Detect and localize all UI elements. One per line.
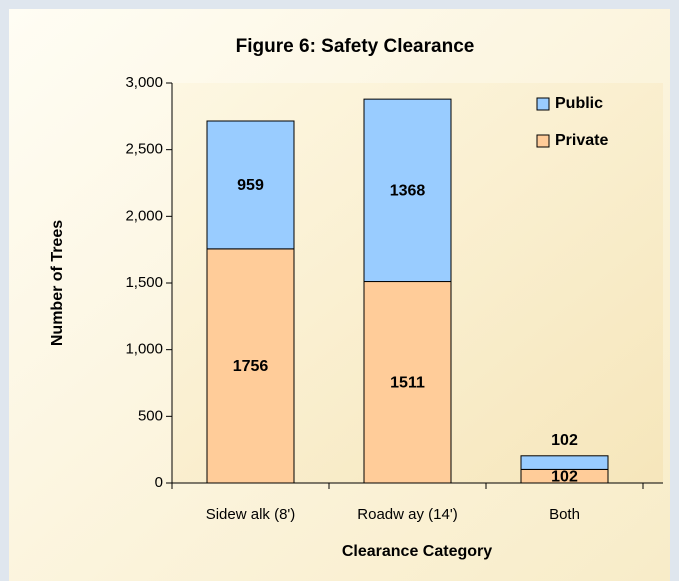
x-axis-label: Clearance Category bbox=[342, 543, 492, 560]
legend-label: Public bbox=[555, 95, 603, 112]
y-tick-label: 1,500 bbox=[125, 274, 163, 291]
value-label: 1756 bbox=[233, 358, 269, 375]
bar-segment bbox=[363, 98, 452, 283]
bar-segment bbox=[206, 248, 295, 484]
y-tick-label: 2,500 bbox=[125, 141, 163, 158]
value-label: 1511 bbox=[390, 374, 425, 391]
y-tick-label: 1,000 bbox=[125, 341, 163, 358]
value-label: 1368 bbox=[390, 183, 426, 200]
value-label: 102 bbox=[551, 468, 578, 485]
legend-label: Private bbox=[555, 132, 608, 149]
x-tick-label: Sidew alk (8') bbox=[206, 506, 296, 523]
legend-swatch bbox=[536, 97, 550, 111]
bar-segment bbox=[520, 455, 609, 470]
y-tick-label: 2,000 bbox=[125, 207, 163, 224]
y-tick-label: 500 bbox=[138, 407, 163, 424]
bar-segment bbox=[206, 120, 295, 250]
bar-segment bbox=[363, 281, 452, 484]
y-axis-label: Number of Trees bbox=[49, 220, 66, 346]
y-tick-label: 3,000 bbox=[125, 74, 163, 91]
value-label: 959 bbox=[237, 177, 264, 194]
chart-title: Figure 6: Safety Clearance bbox=[236, 36, 475, 57]
x-tick-label: Roadw ay (14') bbox=[357, 506, 457, 523]
y-tick-label: 0 bbox=[155, 474, 163, 491]
x-tick-label: Both bbox=[549, 506, 580, 523]
value-label: 102 bbox=[551, 432, 578, 449]
legend-swatch bbox=[536, 134, 550, 148]
